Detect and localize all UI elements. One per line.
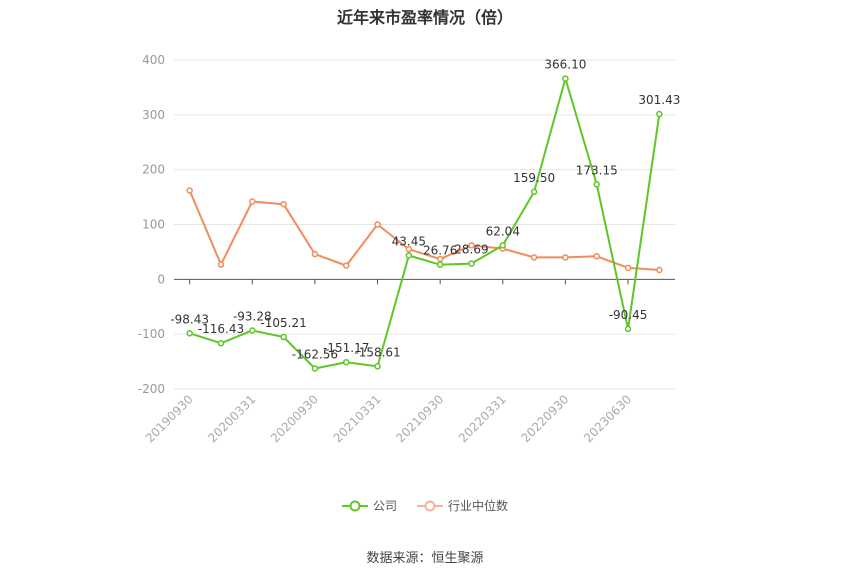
company-point (530, 188, 538, 196)
x-tick-label: 20210331 (331, 392, 384, 445)
y-tick-label: 100 (142, 218, 165, 232)
industry-point (624, 264, 632, 272)
industry-point (186, 187, 193, 194)
company-point (656, 110, 663, 118)
industry-point (468, 242, 475, 249)
y-tick-label: 200 (142, 163, 165, 177)
company-point (342, 358, 350, 366)
company-point (436, 261, 444, 268)
data-label: 159.50 (513, 171, 555, 185)
data-label: -105.21 (260, 316, 306, 330)
y-tick-label: 300 (142, 108, 165, 122)
data-label: -93.28 (233, 309, 272, 323)
legend: 公司 行业中位数 (0, 497, 850, 514)
x-tick-label: 20210930 (393, 392, 446, 445)
legend-industry-icon (417, 500, 443, 511)
grid-lines (174, 59, 675, 390)
company-point (249, 327, 256, 334)
data-label: 173.15 (576, 163, 618, 177)
x-tick-label: 20220331 (456, 392, 509, 445)
industry-point (342, 262, 350, 269)
company-point (311, 365, 319, 372)
data-label: -90.45 (609, 308, 648, 322)
legend-company-label: 公司 (372, 499, 397, 513)
legend-industry-label: 行业中位数 (448, 499, 509, 513)
data-label: -98.43 (170, 312, 209, 326)
data-label: 28.69 (454, 243, 488, 257)
industry-point (656, 266, 663, 274)
industry-point (249, 198, 256, 205)
data-source: 数据来源：恒生聚源 (366, 551, 484, 566)
series-points (186, 75, 663, 372)
company-point (374, 363, 381, 370)
company-point (562, 75, 569, 82)
data-labels: -98.43-116.43-93.28-105.21 -162.56-151.17… (170, 58, 680, 362)
y-tick-label: 0 (157, 272, 165, 286)
industry-line (188, 190, 660, 272)
company-point (624, 325, 632, 333)
company-point (405, 252, 413, 259)
y-tick-label: -100 (138, 327, 165, 341)
chart-title: 近年来市盈率情况（倍） (336, 8, 513, 27)
data-label: 366.10 (544, 58, 586, 72)
industry-point (530, 254, 538, 261)
company-line (189, 77, 661, 370)
y-axis-ticks: 400 300 200 100 0 -100 -200 (138, 53, 165, 396)
company-point (499, 242, 507, 249)
x-tick-label: 20220930 (518, 392, 571, 445)
industry-point (217, 261, 225, 268)
data-label: 43.45 (392, 235, 426, 249)
company-point (186, 330, 193, 337)
data-label: -162.56 (292, 347, 338, 361)
x-axis-ticks: 20190930 20200331 20200930 20210331 20210930… (143, 279, 634, 445)
x-tick-label: 20190930 (143, 392, 196, 445)
company-point (593, 181, 600, 188)
industry-point (280, 200, 287, 208)
data-label: 26.76 (423, 244, 457, 258)
x-tick-label: 20200331 (205, 392, 258, 445)
y-tick-label: 400 (142, 53, 165, 67)
company-point (280, 333, 287, 341)
data-label: 62.04 (486, 224, 520, 238)
x-tick-label: 20230630 (581, 392, 634, 445)
legend-item-company[interactable]: 公司 (341, 497, 397, 514)
industry-point (562, 254, 569, 261)
data-label: -158.61 (354, 345, 400, 359)
y-tick-label: -200 (138, 382, 165, 396)
company-point (217, 339, 225, 347)
x-tick-label: 20200930 (268, 392, 321, 445)
series-lines (188, 77, 661, 370)
industry-point (593, 253, 600, 260)
legend-item-industry[interactable]: 行业中位数 (417, 497, 508, 514)
data-label: 301.43 (638, 93, 680, 107)
industry-point (311, 250, 319, 258)
company-point (468, 260, 475, 267)
data-label: -116.43 (198, 322, 244, 336)
industry-point (405, 245, 413, 253)
data-label: -151.17 (323, 341, 369, 355)
industry-point (374, 221, 381, 228)
legend-company-icon (341, 500, 368, 511)
